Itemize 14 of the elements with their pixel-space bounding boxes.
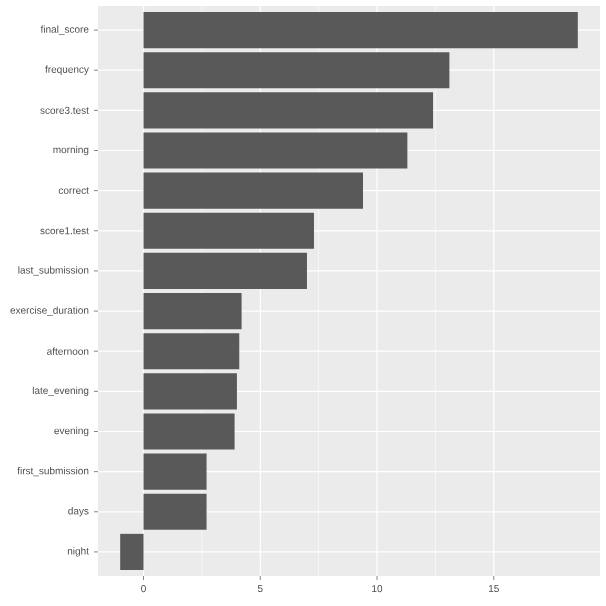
bar — [143, 12, 578, 49]
bar — [143, 453, 207, 490]
bar — [143, 132, 408, 169]
bar — [143, 92, 434, 129]
bar — [143, 493, 207, 530]
bar — [143, 172, 364, 209]
bar — [143, 333, 240, 370]
bar — [143, 52, 450, 89]
bar — [120, 533, 144, 570]
bar — [143, 293, 242, 330]
bar — [143, 252, 307, 289]
bar — [143, 373, 237, 410]
bar — [143, 413, 235, 450]
bar — [143, 212, 314, 249]
